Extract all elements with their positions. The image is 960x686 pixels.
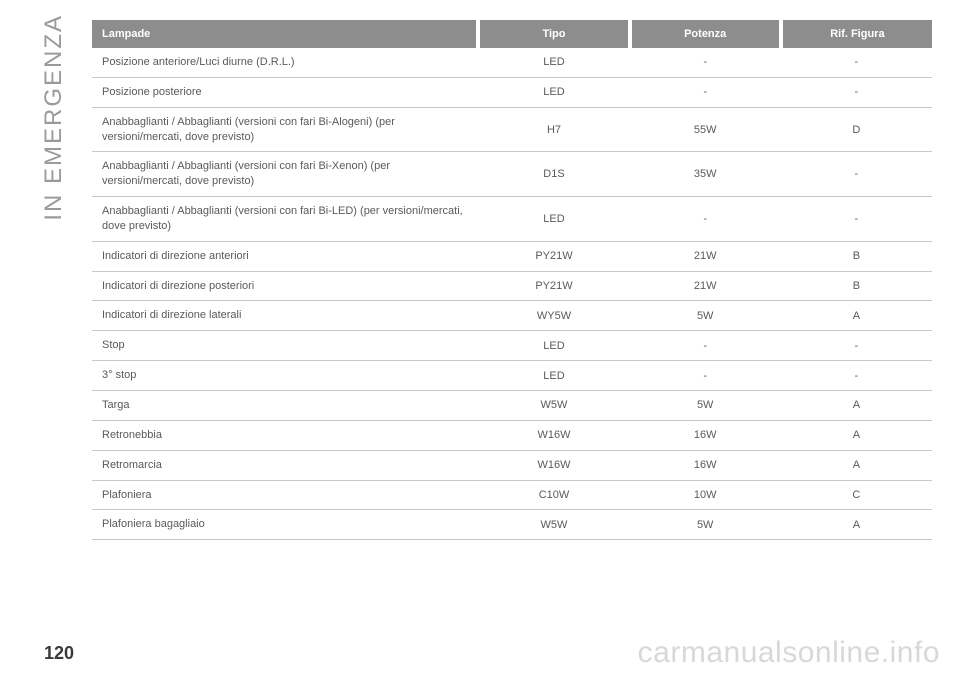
col-lampade: Lampade [92,20,478,48]
table-header-row: Lampade Tipo Potenza Rif. Figura [92,20,932,48]
table-cell: 3° stop [92,361,478,391]
table-cell: - [630,197,781,242]
table-row: Anabbaglianti / Abbaglianti (versioni co… [92,107,932,152]
table-cell: Posizione anteriore/Luci diurne (D.R.L.) [92,48,478,77]
table-cell: LED [478,331,629,361]
table-cell: LED [478,361,629,391]
table-cell: W5W [478,390,629,420]
table-cell: LED [478,77,629,107]
table-cell: H7 [478,107,629,152]
table-row: 3° stopLED-- [92,361,932,391]
table-row: Plafoniera bagagliaioW5W5WA [92,510,932,540]
table-cell: - [781,48,932,77]
table-cell: - [781,331,932,361]
table-cell: - [781,152,932,197]
table-cell: W5W [478,510,629,540]
table-cell: 21W [630,271,781,301]
table-row: Anabbaglianti / Abbaglianti (versioni co… [92,152,932,197]
table-cell: W16W [478,450,629,480]
table-cell: - [781,77,932,107]
table-cell: A [781,450,932,480]
table-cell: C [781,480,932,510]
table-row: TargaW5W5WA [92,390,932,420]
section-label: IN EMERGENZA [40,14,68,221]
table-cell: - [630,331,781,361]
table-row: StopLED-- [92,331,932,361]
table-cell: - [630,77,781,107]
col-tipo: Tipo [478,20,629,48]
table-cell: Anabbaglianti / Abbaglianti (versioni co… [92,152,478,197]
page-container: IN EMERGENZA Lampade Tipo Potenza Rif. F… [0,0,960,686]
col-rif-figura: Rif. Figura [781,20,932,48]
table-cell: Retronebbia [92,420,478,450]
table-cell: Anabbaglianti / Abbaglianti (versioni co… [92,197,478,242]
table-cell: 16W [630,450,781,480]
table-cell: Anabbaglianti / Abbaglianti (versioni co… [92,107,478,152]
table-cell: Plafoniera [92,480,478,510]
watermark: carmanualsonline.info [638,636,940,670]
table-cell: Stop [92,331,478,361]
table-row: Indicatori di direzione anterioriPY21W21… [92,241,932,271]
table-cell: A [781,390,932,420]
table-cell: A [781,420,932,450]
table-cell: Targa [92,390,478,420]
table-row: Posizione anteriore/Luci diurne (D.R.L.)… [92,48,932,77]
table-row: Indicatori di direzione posterioriPY21W2… [92,271,932,301]
table-cell: B [781,241,932,271]
table-cell: WY5W [478,301,629,331]
table-cell: 21W [630,241,781,271]
table-row: Indicatori di direzione lateraliWY5W5WA [92,301,932,331]
bulbs-table: Lampade Tipo Potenza Rif. Figura Posizio… [92,20,932,540]
table-cell: 5W [630,390,781,420]
col-potenza: Potenza [630,20,781,48]
table-cell: PY21W [478,241,629,271]
table-row: PlafonieraC10W10WC [92,480,932,510]
table-cell: B [781,271,932,301]
table-cell: A [781,301,932,331]
table-cell: LED [478,48,629,77]
table-cell: Indicatori di direzione anteriori [92,241,478,271]
table-cell: - [630,361,781,391]
table-cell: Indicatori di direzione posteriori [92,271,478,301]
table-cell: W16W [478,420,629,450]
table-cell: A [781,510,932,540]
table-cell: - [630,48,781,77]
table-cell: 10W [630,480,781,510]
table-row: RetronebbiaW16W16WA [92,420,932,450]
table-cell: D [781,107,932,152]
table-cell: D1S [478,152,629,197]
table-cell: Retromarcia [92,450,478,480]
table-row: Posizione posterioreLED-- [92,77,932,107]
table-cell: Indicatori di direzione laterali [92,301,478,331]
table-cell: - [781,361,932,391]
table-cell: Plafoniera bagagliaio [92,510,478,540]
table-cell: C10W [478,480,629,510]
table-cell: 55W [630,107,781,152]
table-cell: 16W [630,420,781,450]
table-cell: 35W [630,152,781,197]
table-cell: 5W [630,301,781,331]
table-cell: PY21W [478,271,629,301]
table-cell: 5W [630,510,781,540]
table-cell: Posizione posteriore [92,77,478,107]
table-row: Anabbaglianti / Abbaglianti (versioni co… [92,197,932,242]
table-cell: LED [478,197,629,242]
page-number: 120 [44,643,74,664]
table-row: RetromarciaW16W16WA [92,450,932,480]
table-cell: - [781,197,932,242]
